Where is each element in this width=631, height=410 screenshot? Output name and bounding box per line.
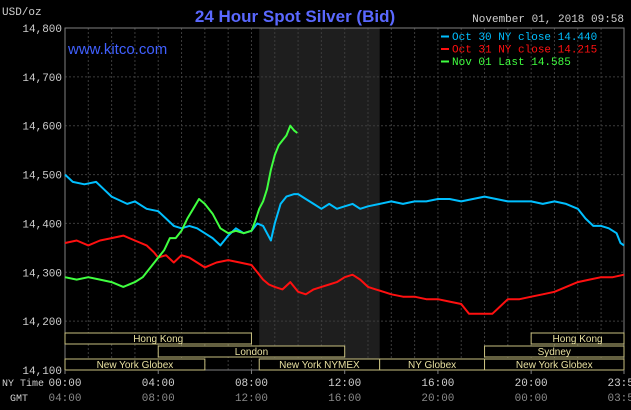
session-bar	[530, 332, 625, 345]
session-label: Sydney	[538, 347, 571, 358]
session-label: London	[235, 347, 268, 358]
y-tick-label: 14,200	[22, 317, 62, 329]
x-tick-label-gmt: 00:00	[515, 393, 548, 405]
x-tick-label-gmt: 03:59	[607, 393, 631, 405]
session-bar	[64, 358, 206, 371]
watermark-url: www.kitco.com	[67, 41, 167, 58]
x-axis: 00:00 04:00 04:00 08:00 08:00 12:00 12:00 16:00…	[48, 370, 631, 405]
chart-title: 24 Hour Spot Silver (Bid)	[195, 7, 395, 26]
unit-label: USD/oz	[2, 7, 42, 19]
x-tick-label-ny: 08:00	[235, 378, 268, 390]
x-tick-label-ny: 23:59	[607, 378, 631, 390]
legend-entry: Oct 31 NY close 14.215	[452, 45, 597, 57]
ny-time-label: NY Time	[2, 378, 44, 390]
series-line-0	[64, 173, 625, 247]
y-tick-label: 14,600	[22, 122, 62, 134]
y-tick-label: 14,100	[22, 366, 62, 378]
session-bar	[484, 358, 625, 371]
y-tick-label: 14,700	[22, 73, 62, 85]
session-label: New York Globex	[97, 360, 174, 371]
series-line-1	[64, 234, 625, 315]
legend-entry: Nov 01 Last 14.585	[452, 57, 571, 69]
y-tick-label: 14,500	[22, 171, 62, 183]
x-tick-label-gmt: 20:00	[421, 393, 454, 405]
y-tick-label: 14,800	[22, 24, 62, 36]
session-label: New York Globex	[516, 360, 593, 371]
session-label: Hong Kong	[133, 334, 183, 345]
series-layer	[64, 124, 625, 315]
nymex-highlight	[259, 28, 380, 370]
timestamp: November 01, 2018 09:58	[472, 14, 624, 26]
legend-entry: Oct 30 NY close 14.440	[452, 32, 597, 44]
x-tick-label-gmt: 04:00	[48, 393, 81, 405]
x-tick-label-gmt: 08:00	[142, 393, 175, 405]
x-tick-label-ny: 00:00	[48, 378, 81, 390]
session-label: NY Globex	[408, 360, 456, 371]
y-tick-label: 14,400	[22, 219, 62, 231]
y-axis: 14,800 14,700 14,600 14,500 14,400 14,300 14,2…	[22, 24, 62, 378]
session-bar	[64, 332, 252, 345]
session-bars: Hong Kong London New York Globex New York N…	[64, 332, 625, 371]
session-label: Hong Kong	[553, 334, 603, 345]
highlight-band	[259, 28, 380, 370]
y-tick-label: 14,300	[22, 268, 62, 280]
x-tick-label-ny: 04:00	[142, 378, 175, 390]
x-tick-label-ny: 20:00	[515, 378, 548, 390]
x-tick-label-gmt: 12:00	[235, 393, 268, 405]
session-bar	[484, 345, 625, 358]
x-tick-label-ny: 12:00	[328, 378, 361, 390]
x-tick-label-gmt: 16:00	[328, 393, 361, 405]
session-label: New York NYMEX	[279, 360, 360, 371]
session-bar	[157, 345, 346, 358]
x-tick-label-ny: 16:00	[421, 378, 454, 390]
gmt-label: GMT	[10, 394, 28, 405]
series-line-2	[64, 124, 298, 288]
